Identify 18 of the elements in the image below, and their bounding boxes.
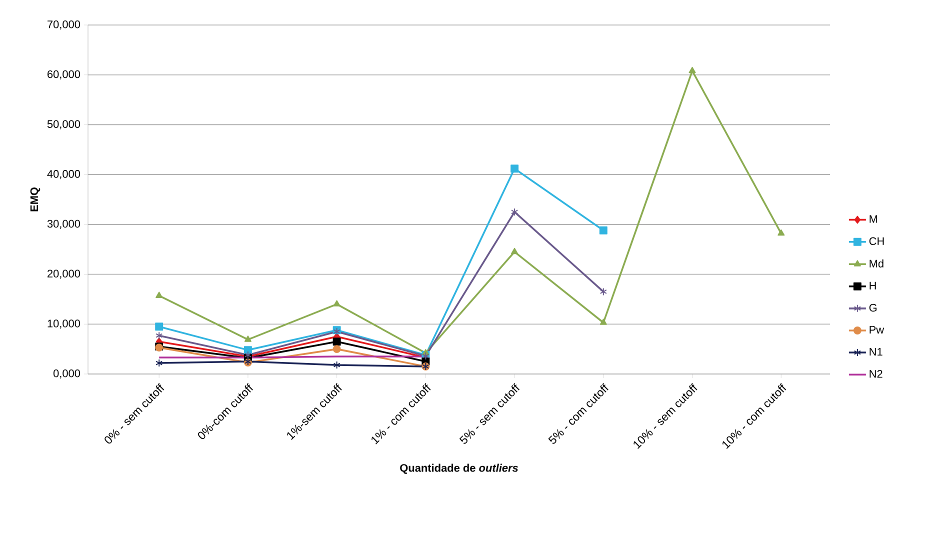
- y-tick-label: 70,000: [48, 20, 80, 30]
- legend-label: N2: [870, 370, 882, 378]
- y-tick-label: 0,000: [53, 369, 80, 379]
- legend-label: N1: [870, 348, 882, 356]
- y-tick-label: 30,000: [47, 220, 80, 229]
- y-tick-label: 40,000: [47, 170, 80, 180]
- legend-label: H: [870, 282, 876, 290]
- legend-label: Pw: [870, 326, 884, 334]
- legend-label: G: [869, 304, 877, 312]
- x-axis-title: Quantidade de outliers: [400, 464, 518, 474]
- y-axis-title: EMQ: [30, 187, 40, 212]
- legend-label: Md: [870, 259, 884, 268]
- y-tick-label: 50,000: [47, 120, 80, 130]
- legend-label: M: [870, 215, 878, 223]
- legend-label: CH: [869, 237, 884, 246]
- y-tick-label: 60,000: [48, 70, 80, 80]
- y-tick-label: 20,000: [48, 270, 80, 279]
- y-tick-label: 10,000: [48, 320, 80, 329]
